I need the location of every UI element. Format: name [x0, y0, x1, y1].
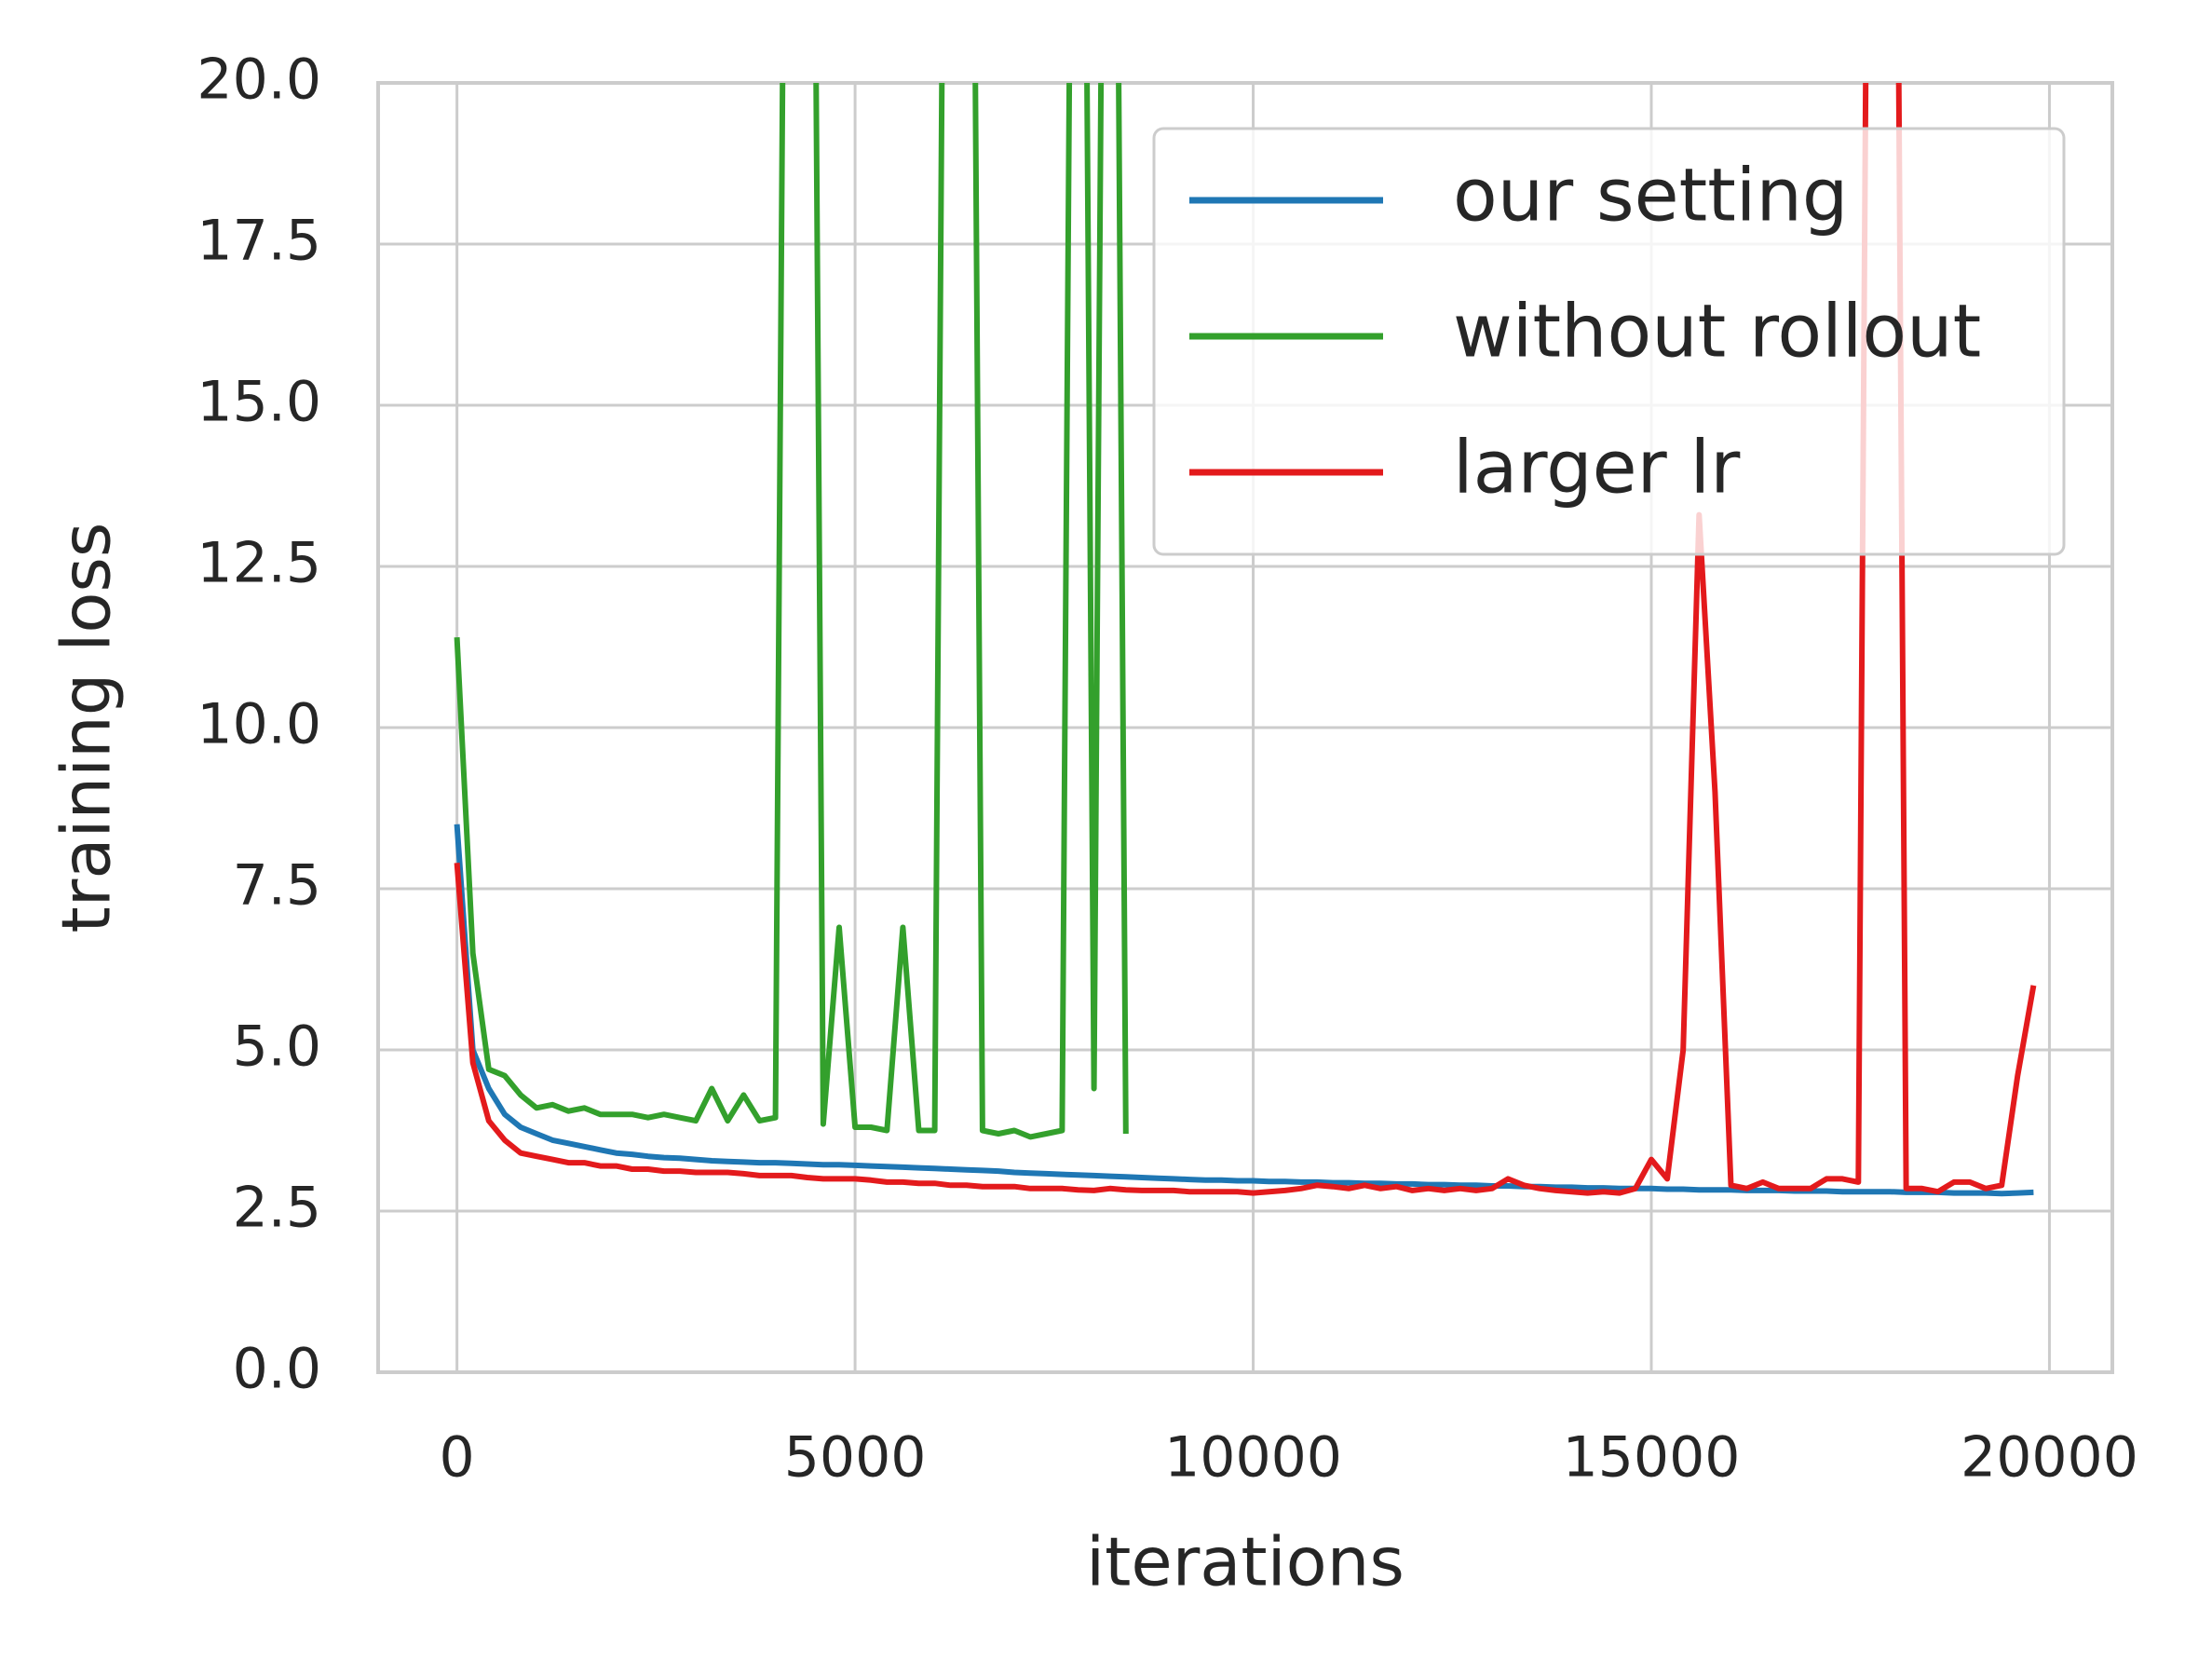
- y-tick-label: 20.0: [197, 48, 321, 113]
- series-line: [454, 83, 1129, 1140]
- legend-label: larger lr: [1453, 426, 1741, 510]
- y-tick-label: 10.0: [197, 692, 321, 757]
- x-tick-label: 0: [440, 1425, 475, 1491]
- y-tick-label: 12.5: [197, 531, 321, 596]
- y-tick-label: 15.0: [197, 370, 321, 435]
- y-tick-label: 5.0: [233, 1015, 321, 1080]
- plot-lines: [454, 83, 2037, 1197]
- y-tick-label: 7.5: [233, 853, 321, 919]
- y-axis-label: training loss: [47, 523, 126, 933]
- x-tick-label: 10000: [1164, 1425, 1342, 1491]
- y-tick-label: 2.5: [233, 1176, 321, 1241]
- plot-frame: [376, 81, 2114, 1374]
- y-tick-label: 17.5: [197, 209, 321, 274]
- series-line: [454, 83, 2037, 1196]
- x-tick-label: 15000: [1563, 1425, 1741, 1491]
- legend-box: [1152, 127, 2066, 556]
- x-tick-label: 20000: [1961, 1425, 2138, 1491]
- y-tick-label: 0.0: [233, 1337, 321, 1402]
- legend-label: without rollout: [1453, 290, 1981, 374]
- x-axis-label: iterations: [1086, 1523, 1405, 1601]
- legend-label: our setting: [1453, 154, 1848, 238]
- x-tick-label: 5000: [784, 1425, 927, 1491]
- series-line: [454, 824, 2034, 1197]
